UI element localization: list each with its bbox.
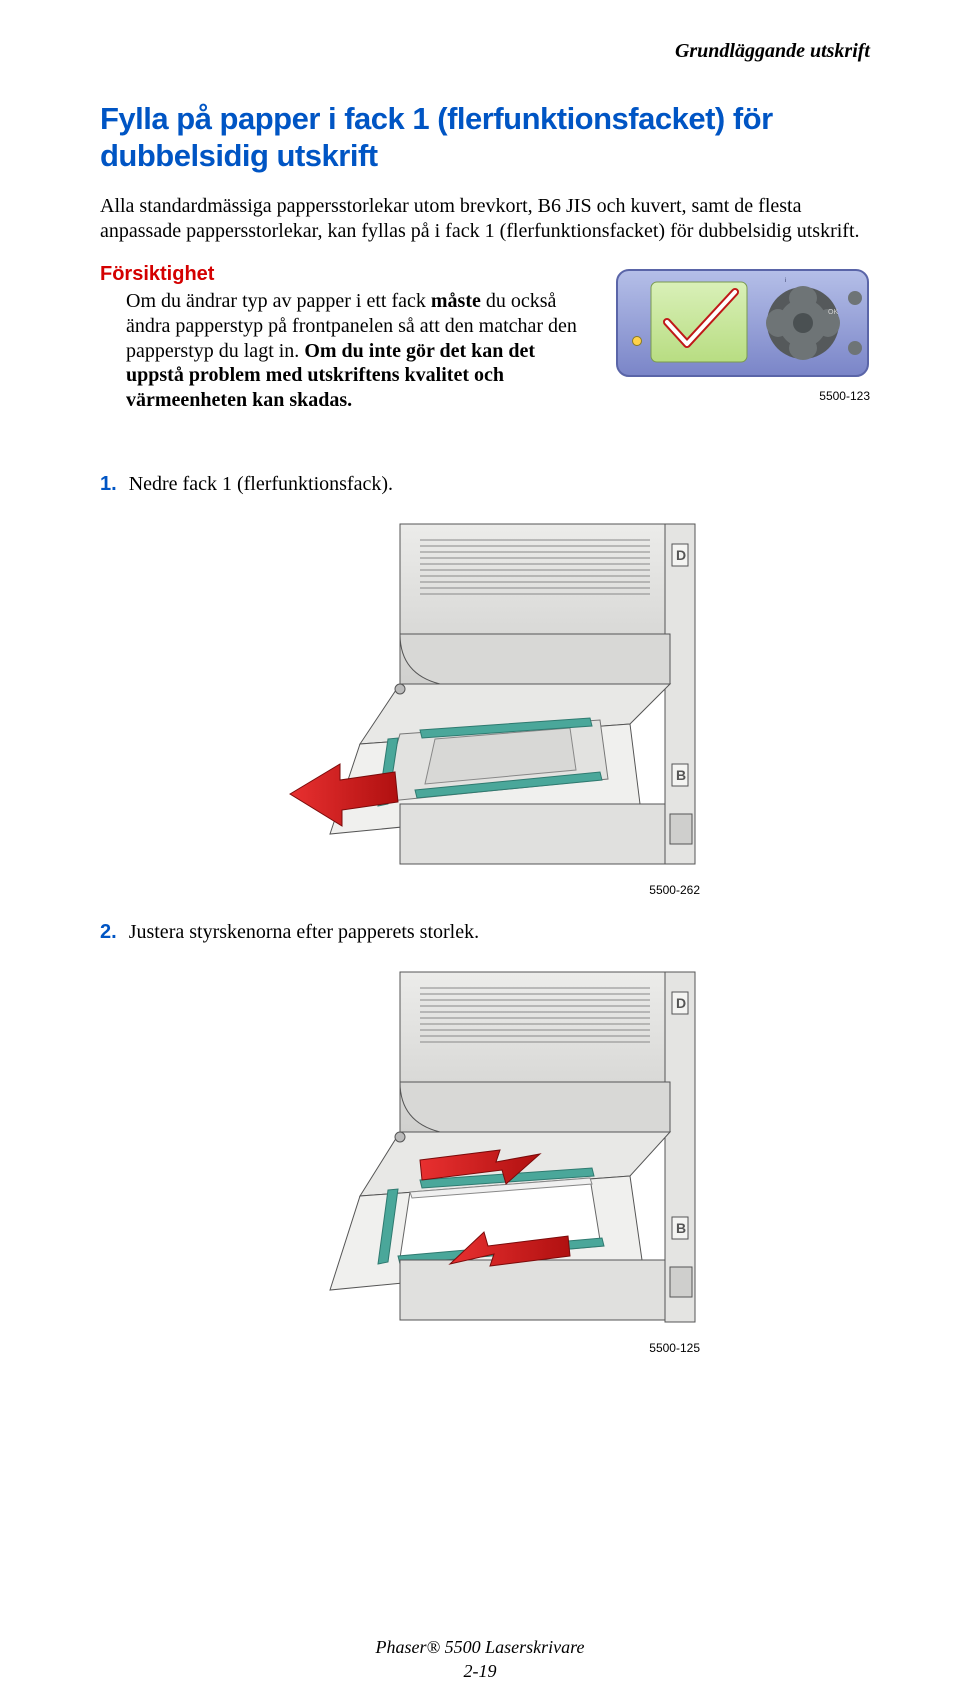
svg-text:OK: OK	[828, 309, 838, 316]
title-line-2: dubbelsidig utskrift	[100, 138, 378, 173]
caution-block: Försiktighet Om du ändrar typ av papper …	[100, 262, 870, 413]
illustration-1: D B	[270, 514, 700, 897]
caution-seg1: Om du ändrar typ av papper i ett fack	[126, 290, 431, 312]
printer-tray-open-icon: D B	[270, 514, 700, 874]
caution-text: Försiktighet Om du ändrar typ av papper …	[100, 262, 585, 413]
document-page: Grundläggande utskrift Fylla på papper i…	[0, 0, 960, 1701]
running-header: Grundläggande utskrift	[100, 40, 870, 63]
printer-adjust-guides-icon: D B	[270, 962, 700, 1332]
page-title: Fylla på papper i fack 1 (flerfunktionsf…	[100, 101, 870, 174]
illustration-2: D B 5500-125	[270, 962, 700, 1355]
svg-text:i: i	[785, 278, 786, 284]
caution-label: Försiktighet	[100, 262, 585, 287]
panel-image-code: 5500-123	[615, 389, 870, 403]
intro-paragraph: Alla standardmässiga pappersstorlekar ut…	[100, 194, 870, 244]
svg-text:B: B	[676, 1220, 686, 1236]
svg-text:D: D	[676, 547, 686, 563]
illustration-1-code: 5500-262	[270, 883, 700, 897]
step-1: 1.Nedre fack 1 (flerfunktionsfack).	[100, 473, 870, 496]
svg-text:D: D	[676, 995, 686, 1011]
step-2-number: 2.	[100, 921, 129, 943]
footer-line-1: Phaser® 5500 Laserskrivare	[376, 1637, 585, 1657]
step-2-text: Justera styrskenorna efter papperets sto…	[129, 921, 479, 943]
title-line-1: Fylla på papper i fack 1 (flerfunktionsf…	[100, 101, 773, 136]
illustration-2-code: 5500-125	[270, 1341, 700, 1355]
page-footer: Phaser® 5500 Laserskrivare 2-19	[0, 1636, 960, 1683]
caution-seg2: måste	[431, 290, 481, 312]
footer-line-2: 2-19	[464, 1661, 497, 1681]
control-panel-figure: OK i 5500-123	[615, 262, 870, 403]
step-1-number: 1.	[100, 473, 129, 495]
control-panel-icon: OK i	[615, 268, 870, 378]
svg-text:B: B	[676, 767, 686, 783]
step-2: 2.Justera styrskenorna efter papperets s…	[100, 921, 870, 944]
step-1-text: Nedre fack 1 (flerfunktionsfack).	[129, 473, 393, 495]
